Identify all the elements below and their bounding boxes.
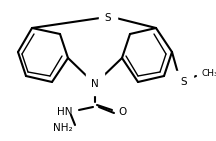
Text: O: O — [118, 107, 126, 117]
Text: NH₂: NH₂ — [53, 123, 73, 133]
Text: N: N — [91, 79, 99, 89]
Text: S: S — [181, 77, 187, 87]
Text: CH₃: CH₃ — [202, 70, 216, 79]
Text: S: S — [105, 13, 111, 23]
Text: HN: HN — [57, 107, 73, 117]
